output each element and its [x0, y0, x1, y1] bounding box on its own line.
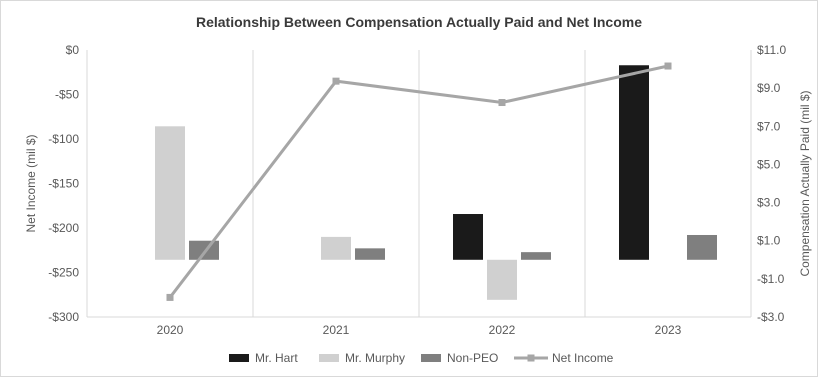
bar-non-peo-2020	[189, 240, 219, 260]
bars-layer	[155, 65, 717, 300]
net-income-marker-2022	[498, 99, 506, 107]
chart-title: Relationship Between Compensation Actual…	[196, 14, 642, 30]
net-income-marker-2021	[332, 77, 340, 85]
x-tick-label: 2022	[489, 323, 516, 337]
legend-swatch-non-peo	[421, 354, 441, 362]
x-tick-label: 2023	[655, 323, 682, 337]
right-tick-label: $7.0	[757, 119, 781, 133]
grid-layer	[86, 50, 752, 318]
line-layer	[166, 62, 672, 301]
x-axis-ticks: 2020 2021 2022 2023	[157, 323, 682, 337]
right-tick-label: $9.0	[757, 81, 781, 95]
bar-non-peo-2023	[687, 234, 717, 260]
right-tick-label: $5.0	[757, 157, 781, 171]
bar-mr-murphy-2020	[155, 126, 185, 260]
legend-label-mr-hart: Mr. Hart	[255, 351, 298, 365]
right-axis-title: Compensation Actually Paid (mil $)	[798, 90, 812, 276]
right-tick-label: $11.0	[757, 43, 786, 57]
bar-non-peo-2022	[521, 252, 551, 260]
bar-mr-murphy-2022	[487, 259, 517, 300]
left-tick-label: -$250	[48, 266, 79, 280]
net-income-marker-2020	[166, 293, 174, 301]
bar-mr-hart-2022	[453, 214, 483, 260]
bar-mr-murphy-2021	[321, 236, 351, 260]
right-axis-ticks: $11.0 $9.0 $7.0 $5.0 $3.0 $1.0 -$1.0 -$3.0	[757, 43, 786, 324]
left-axis-ticks: $0 -$50 -$100 -$150 -$200 -$250 -$300	[48, 43, 79, 324]
left-tick-label: $0	[66, 43, 80, 57]
legend-swatch-mr-murphy	[319, 354, 339, 362]
left-tick-label: -$200	[48, 221, 79, 235]
right-tick-label: -$1.0	[757, 272, 785, 286]
left-tick-label: -$150	[48, 177, 79, 191]
net-income-line	[168, 64, 669, 299]
bar-non-peo-2021	[355, 248, 385, 260]
right-tick-label: -$3.0	[757, 310, 785, 324]
right-tick-label: $1.0	[757, 234, 781, 248]
net-income-marker-2023	[664, 62, 672, 70]
legend-label-net-income: Net Income	[552, 351, 614, 365]
legend-marker-net-income	[527, 354, 535, 362]
left-axis-title: Net Income (mil $)	[24, 134, 38, 232]
right-tick-label: $3.0	[757, 196, 781, 210]
legend-label-mr-murphy: Mr. Murphy	[345, 351, 405, 365]
x-tick-label: 2021	[323, 323, 350, 337]
legend-swatch-mr-hart	[229, 354, 249, 362]
legend-label-non-peo: Non-PEO	[447, 351, 498, 365]
left-tick-label: -$50	[55, 88, 79, 102]
left-tick-label: -$100	[48, 132, 79, 146]
left-tick-label: -$300	[48, 310, 79, 324]
bar-mr-hart-2023	[619, 65, 649, 260]
x-tick-label: 2020	[157, 323, 184, 337]
legend: Mr. Hart Mr. Murphy Non-PEO Net Income	[229, 351, 614, 365]
